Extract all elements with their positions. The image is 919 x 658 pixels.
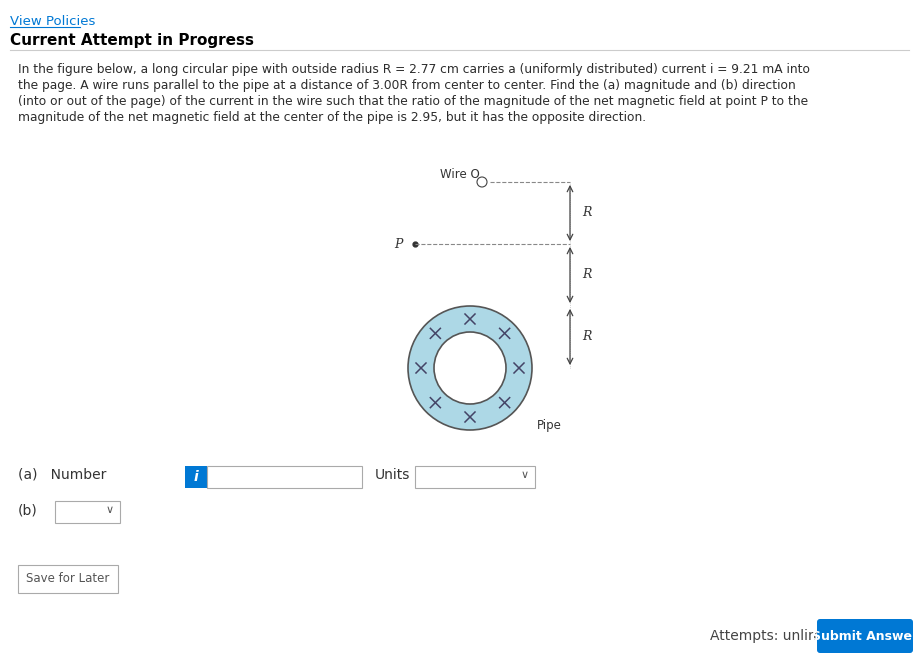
Circle shape xyxy=(408,306,532,430)
Text: Current Attempt in Progress: Current Attempt in Progress xyxy=(10,33,254,48)
FancyBboxPatch shape xyxy=(207,466,362,488)
FancyBboxPatch shape xyxy=(185,466,207,488)
Text: R: R xyxy=(582,268,591,282)
Text: R: R xyxy=(582,330,591,343)
Text: Save for Later: Save for Later xyxy=(27,572,109,586)
Text: In the figure below, a long circular pipe with outside radius R = 2.77 cm carrie: In the figure below, a long circular pip… xyxy=(18,63,810,76)
Circle shape xyxy=(434,332,506,404)
Text: View Policies: View Policies xyxy=(10,15,96,28)
FancyBboxPatch shape xyxy=(55,501,120,523)
Text: (b): (b) xyxy=(18,503,38,517)
FancyBboxPatch shape xyxy=(817,619,913,653)
Text: R: R xyxy=(582,207,591,220)
Text: i: i xyxy=(194,470,199,484)
FancyBboxPatch shape xyxy=(415,466,535,488)
Text: ∨: ∨ xyxy=(106,505,114,515)
Text: the page. A wire runs parallel to the pipe at a distance of 3.00R from center to: the page. A wire runs parallel to the pi… xyxy=(18,79,796,92)
Text: ∨: ∨ xyxy=(521,470,529,480)
Text: Units: Units xyxy=(375,468,411,482)
FancyBboxPatch shape xyxy=(18,565,118,593)
Text: magnitude of the net magnetic field at the center of the pipe is 2.95, but it ha: magnitude of the net magnetic field at t… xyxy=(18,111,646,124)
Text: (into or out of the page) of the current in the wire such that the ratio of the : (into or out of the page) of the current… xyxy=(18,95,808,108)
Text: P: P xyxy=(394,238,403,251)
Text: Submit Answer: Submit Answer xyxy=(812,630,918,642)
Text: Wire O: Wire O xyxy=(440,168,480,180)
Text: Pipe: Pipe xyxy=(537,418,562,432)
Text: Attempts: unlimited: Attempts: unlimited xyxy=(710,629,848,643)
Text: (a)   Number: (a) Number xyxy=(18,468,107,482)
